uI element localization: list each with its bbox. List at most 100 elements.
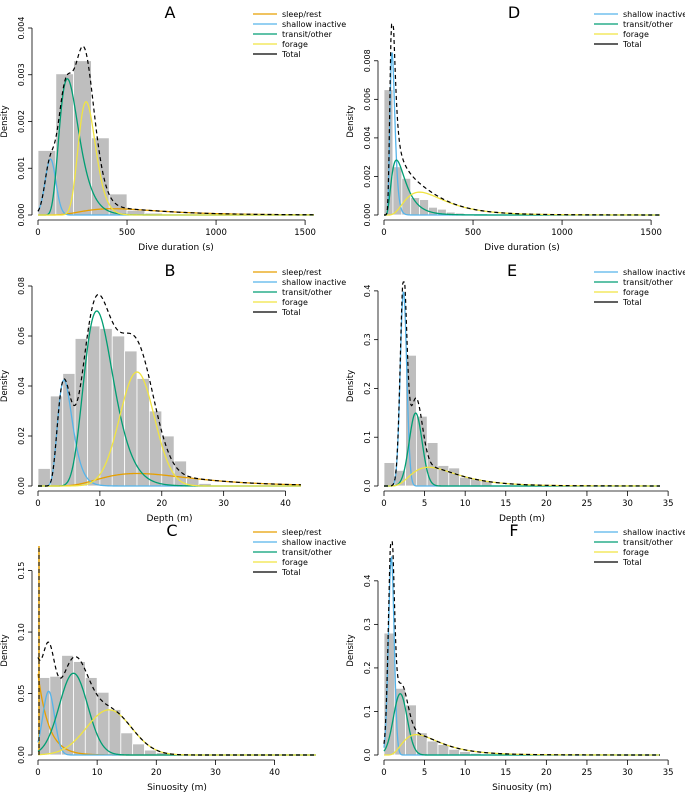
legend-label: forage (282, 558, 308, 567)
legend-label: Total (281, 50, 301, 59)
histogram-bar (37, 468, 51, 487)
x-tick-label: 35 (663, 768, 674, 778)
x-axis-label: Depth (m) (499, 514, 545, 524)
y-tick-label: 0.0 (363, 480, 372, 493)
x-tick-label: 0 (35, 768, 40, 778)
y-tick-label: 0.2 (363, 662, 372, 675)
legend-label: forage (623, 548, 649, 557)
histogram-bar (73, 60, 92, 216)
panel-title: D (508, 3, 520, 22)
y-tick-label: 0.02 (17, 427, 26, 445)
y-tick-label: 0.15 (17, 562, 26, 580)
histogram-bar (61, 655, 74, 756)
legend-label: sleep/rest (282, 10, 321, 19)
y-tick-label: 0.006 (363, 88, 372, 111)
curve-forage (38, 371, 301, 487)
curve-shallow-inactive (384, 52, 660, 216)
legend-label: shallow inactive (623, 268, 685, 277)
histogram-bar (144, 749, 157, 756)
legend-label: shallow inactive (623, 10, 685, 19)
y-axis-label: Density (346, 105, 356, 137)
y-tick-label: 0.4 (363, 285, 372, 298)
panel-title: E (507, 261, 517, 280)
y-tick-label: 0.00 (17, 477, 26, 495)
legend-label: Total (281, 568, 301, 577)
panel-f: 0 5 10 15 20 25 30 35 Sinuosity (m) 0.0 0.1 0.2 0.3 0… (346, 521, 685, 793)
panel-e: 0 5 10 15 20 25 30 35 Depth (m) 0.0 0.1 0.2 0.3 0.4 De… (346, 261, 685, 524)
y-tick-label: 0.001 (17, 157, 26, 180)
legend-label: forage (623, 288, 649, 297)
y-tick-label: 0.10 (17, 623, 26, 641)
legend-label: Total (622, 298, 642, 307)
legend-label: Total (622, 40, 642, 49)
curve-shallow-inactive (383, 555, 660, 756)
y-tick-label: 0.2 (363, 382, 372, 395)
y-axis-label: Density (346, 634, 356, 666)
x-tick-label: 15 (500, 499, 511, 509)
y-tick-label: 0.1 (363, 431, 372, 444)
x-tick-label: 1500 (294, 228, 316, 238)
legend-label: shallow inactive (282, 538, 346, 547)
histogram-bar (448, 467, 460, 487)
y-tick-label: 0.002 (17, 110, 26, 133)
y-tick-label: 0.06 (17, 327, 26, 345)
x-tick-label: 35 (663, 499, 674, 509)
histogram-bar (120, 732, 134, 756)
x-tick-label: 30 (622, 499, 633, 509)
y-tick-label: 0.3 (363, 618, 372, 631)
x-tick-label: 1000 (551, 228, 573, 238)
x-tick-label: 20 (156, 499, 167, 509)
x-tick-label: 20 (541, 768, 552, 778)
x-tick-label: 0 (381, 499, 386, 509)
x-axis-label: Dive duration (s) (484, 243, 560, 253)
x-tick-label: 5 (422, 499, 427, 509)
histogram-bar (132, 743, 145, 756)
legend-label: Total (281, 308, 301, 317)
x-tick-label: 10 (460, 499, 471, 509)
x-tick-label: 25 (582, 499, 593, 509)
curve-total (37, 641, 316, 756)
y-axis-label: Density (0, 634, 10, 666)
histogram-bar (415, 415, 428, 487)
x-tick-label: 10 (94, 499, 105, 509)
panel-title: C (166, 521, 177, 540)
legend-label: forage (282, 40, 308, 49)
y-tick-label: 0.05 (17, 685, 26, 703)
legend-label: sleep/rest (282, 268, 321, 277)
x-axis-label: Sinuosity (m) (492, 783, 552, 793)
legend-label: transit/other (282, 288, 333, 297)
legend-label: forage (282, 298, 308, 307)
x-tick-label: 5 (422, 768, 427, 778)
panel-title: B (165, 261, 176, 280)
y-tick-label: 0.04 (17, 377, 26, 395)
histogram-bar (161, 435, 175, 487)
legend-label: transit/other (623, 538, 674, 547)
x-tick-label: 0 (35, 228, 40, 238)
histogram-bar (383, 462, 396, 487)
histogram-bar (111, 335, 126, 487)
y-tick-label: 0.4 (363, 574, 372, 587)
x-tick-label: 0 (381, 768, 386, 778)
x-axis-label: Depth (m) (146, 514, 192, 524)
histogram-bar (459, 476, 471, 487)
x-tick-label: 10 (460, 768, 471, 778)
x-tick-label: 1500 (640, 228, 662, 238)
y-tick-label: 0.000 (363, 204, 372, 227)
histogram-bar (448, 748, 460, 756)
histogram-bar (108, 709, 122, 756)
y-tick-label: 0.08 (17, 277, 26, 295)
curve-total (37, 45, 314, 216)
curve-total (38, 293, 302, 487)
y-axis-label: Density (0, 105, 10, 137)
legend-label: forage (623, 30, 649, 39)
x-tick-label: 25 (582, 768, 593, 778)
y-tick-label: 0.0 (363, 749, 372, 762)
x-tick-label: 0 (35, 499, 40, 509)
histogram-bar (426, 740, 439, 756)
x-tick-label: 30 (218, 499, 229, 509)
x-axis-label: Sinuosity (m) (147, 783, 207, 793)
y-tick-label: 0.003 (17, 63, 26, 86)
histogram-bar (173, 460, 187, 487)
y-tick-label: 0.1 (363, 705, 372, 718)
